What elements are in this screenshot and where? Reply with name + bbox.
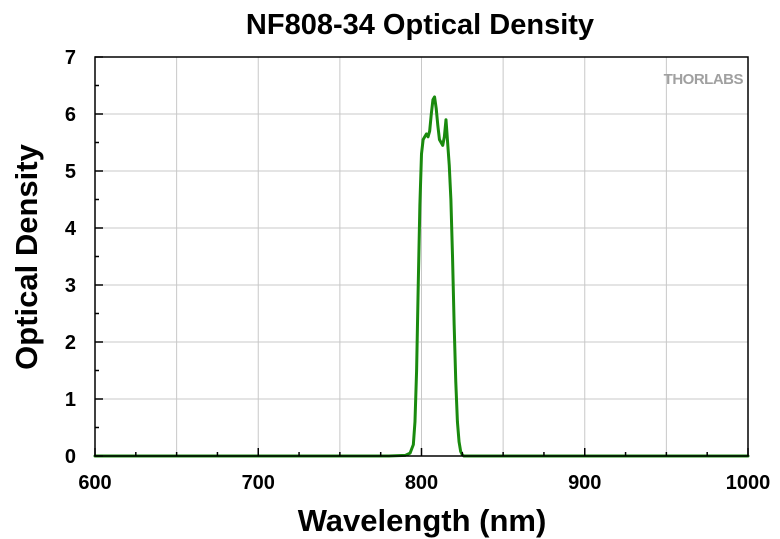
x-tick-label: 900	[568, 472, 601, 494]
y-tick-label: 3	[65, 275, 76, 297]
axis-ticks	[94, 56, 749, 457]
data-point	[441, 144, 444, 147]
x-axis-label: Wavelength (nm)	[298, 503, 547, 538]
y-axis-label: Optical Density	[9, 143, 44, 369]
data-point	[430, 112, 433, 116]
x-tick-label: 600	[78, 472, 111, 494]
data-point	[449, 198, 453, 201]
data-point	[420, 152, 423, 156]
data-point	[421, 138, 425, 141]
data-point	[418, 204, 422, 207]
y-tick-label: 4	[65, 218, 77, 240]
x-tick-label: 1000	[726, 472, 771, 494]
y-tick-label: 2	[65, 332, 76, 354]
y-tick-labels: 0 1 2 3 4 5 6 7	[65, 47, 77, 468]
data-point	[431, 98, 435, 101]
data-point	[446, 141, 449, 144]
data-point	[436, 124, 440, 127]
data-point	[434, 107, 438, 110]
y-tick-label: 5	[65, 161, 76, 183]
data-point	[439, 141, 443, 144]
data-point	[457, 440, 461, 443]
data-point	[456, 420, 459, 423]
data-point	[443, 135, 446, 138]
data-point	[426, 135, 430, 138]
data-point	[423, 135, 426, 138]
y-tick-label: 6	[65, 104, 76, 126]
data-point	[448, 164, 451, 167]
y-tick-label: 1	[65, 389, 76, 411]
data-point	[438, 138, 441, 141]
y-tick-label: 0	[65, 446, 76, 468]
data-point	[417, 283, 420, 287]
data-point	[408, 451, 412, 455]
watermark-logo: THORLABS	[664, 71, 744, 88]
data-point	[459, 450, 462, 453]
x-tick-labels: 600 700 800 900 1000	[78, 472, 770, 494]
series-line	[93, 95, 750, 458]
chart-title: NF808-34 Optical Density	[246, 9, 594, 41]
grid	[95, 57, 748, 456]
x-tick-label: 800	[405, 472, 438, 494]
data-point	[451, 255, 454, 258]
data-point	[425, 132, 428, 136]
data-point	[454, 380, 457, 384]
y-tick-label: 7	[65, 47, 76, 69]
data-point	[433, 95, 436, 99]
x-tick-label: 700	[242, 472, 275, 494]
data-point	[428, 129, 431, 133]
data-point	[452, 323, 456, 327]
data-point	[412, 443, 415, 446]
data-point	[415, 369, 418, 372]
data-point	[413, 420, 417, 423]
data-point	[444, 118, 448, 121]
